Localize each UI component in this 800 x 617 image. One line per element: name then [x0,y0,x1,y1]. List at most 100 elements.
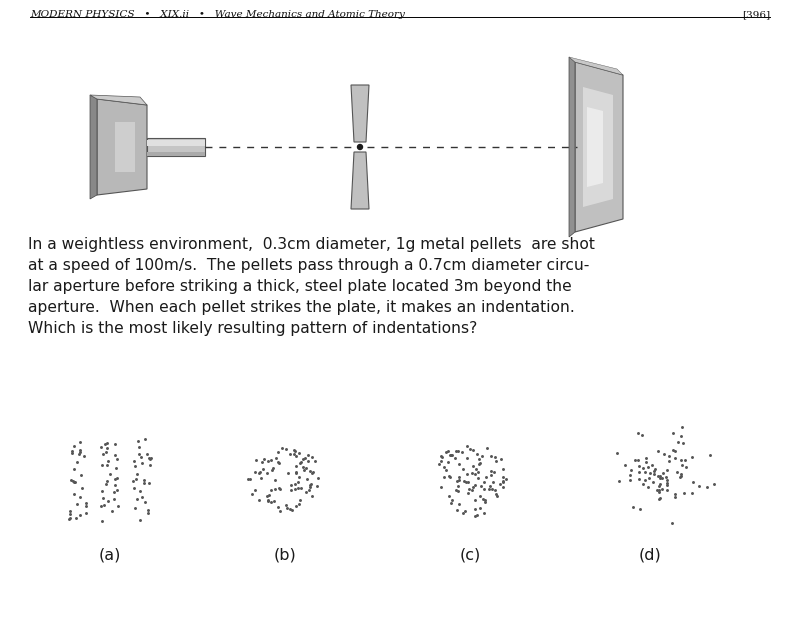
Point [249,467,262,477]
Point [632,474,645,484]
Point [304,479,317,489]
Point [443,491,456,501]
Point [466,482,479,492]
Point [642,463,654,473]
Text: lar aperture before striking a thick, steel plate located 3m beyond the: lar aperture before striking a thick, st… [28,279,572,294]
Point [134,452,147,462]
Point [130,474,142,484]
Point [461,441,474,451]
Point [669,446,682,456]
Point [462,488,474,498]
Point [273,484,286,494]
Point [73,449,86,458]
Point [242,474,254,484]
Point [661,465,674,475]
Point [286,505,299,515]
Point [253,468,266,478]
Point [619,460,632,470]
Point [493,479,506,489]
Point [497,477,510,487]
Point [107,494,120,504]
Point [108,480,121,490]
Point [463,444,476,453]
Point [74,510,86,520]
Point [142,505,154,515]
Point [74,492,86,502]
Point [442,471,455,481]
Point [98,439,111,449]
Point [453,459,466,469]
Point [128,503,141,513]
Point [496,464,509,474]
Point [68,464,81,474]
Point [289,479,302,489]
Point [66,476,79,486]
Point [284,485,297,495]
Point [446,450,458,460]
Point [265,497,278,507]
Point [133,515,146,524]
Point [80,498,93,508]
Point [489,485,502,495]
Point [485,451,498,461]
Point [68,441,81,451]
Point [686,452,698,462]
Polygon shape [575,62,623,232]
Point [666,518,679,528]
Point [306,468,319,478]
Point [293,472,306,482]
Point [443,450,456,460]
Point [458,506,471,516]
Point [435,451,448,461]
Point [63,515,76,524]
Point [66,449,78,458]
Point [481,442,494,452]
Point [305,452,318,462]
Point [288,449,301,458]
Point [466,460,479,470]
Point [143,460,156,470]
Point [279,444,292,454]
Point [669,489,682,499]
Point [311,473,324,483]
Point [633,468,646,478]
Polygon shape [351,152,369,209]
Point [273,482,286,492]
Point [451,481,464,491]
Point [707,479,720,489]
Point [243,474,256,484]
Point [294,457,307,467]
Point [306,491,318,501]
Point [111,454,124,464]
Point [449,446,462,456]
Point [262,455,274,465]
Point [76,483,89,493]
Point [450,485,462,495]
Point [294,495,306,505]
Point [654,494,666,503]
Point [127,457,140,466]
Point [659,472,672,482]
Point [704,450,717,460]
Point [298,453,311,463]
Point [290,468,302,478]
Point [462,478,475,487]
Point [434,482,447,492]
Point [490,491,503,500]
Point [453,472,466,482]
Point [638,475,651,485]
Point [499,474,512,484]
Point [674,431,687,441]
Point [497,482,510,492]
Polygon shape [90,95,147,105]
Point [138,497,151,507]
Point [110,473,123,482]
Point [74,445,86,455]
Bar [147,152,205,156]
Point [106,507,119,516]
Point [296,462,309,471]
Point [101,443,114,453]
Text: (d): (d) [638,548,662,563]
Point [97,493,110,503]
Bar [115,122,135,172]
